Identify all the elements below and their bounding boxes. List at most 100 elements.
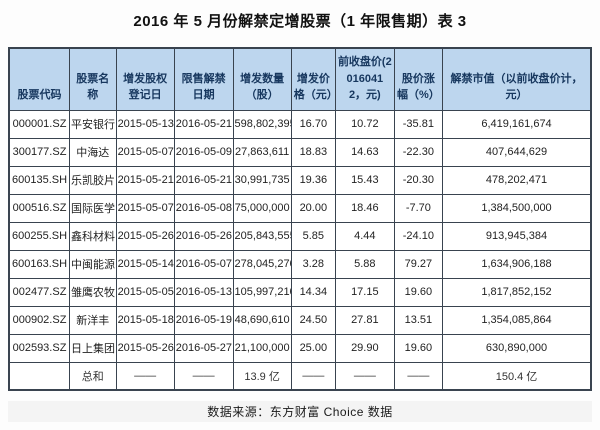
cell: 1,634,906,188: [442, 249, 592, 279]
cell: 国际医学: [69, 193, 117, 223]
table-row: 300177.SZ 中海达 2015-05-07 2016-05-09 27,863,6…: [8, 137, 592, 167]
cell: 雏鹰农牧: [69, 277, 117, 307]
cell: ——: [334, 361, 395, 391]
cell: 2016-05-09: [173, 137, 234, 167]
cell: 13.51: [393, 305, 444, 335]
cell: 105,997,210: [232, 277, 292, 307]
cell: -20.30: [393, 165, 444, 195]
cell: ——: [290, 361, 336, 391]
cell: 2016-05-21: [173, 165, 234, 195]
cell: 2016-05-08: [173, 193, 234, 223]
cell: 5.88: [334, 249, 395, 279]
cell: 2015-05-21: [115, 165, 175, 195]
cell: 2016-05-21: [173, 109, 234, 139]
cell: 2015-05-07: [115, 193, 175, 223]
cell: 15.43: [334, 165, 395, 195]
cell: 25.00: [290, 333, 336, 363]
cell: 总和: [69, 361, 117, 391]
cell: 27.81: [334, 305, 395, 335]
cell: 18.46: [334, 193, 395, 223]
table-row: 000902.SZ 新洋丰 2015-05-18 2016-05-19 48,690,6…: [8, 305, 592, 335]
table-row: 002593.SZ 日上集团 2015-05-26 2016-05-27 21,100,…: [8, 333, 592, 363]
cell: ——: [393, 361, 444, 391]
cell: ——: [115, 361, 175, 391]
cell: 2016-05-27: [173, 333, 234, 363]
cell: 平安银行: [69, 109, 117, 139]
cell: 000902.SZ: [8, 305, 71, 335]
table-row: 000516.SZ 国际医学 2015-05-07 2016-05-08 75,000,…: [8, 193, 592, 223]
cell: 中闽能源: [69, 249, 117, 279]
cell: 14.63: [334, 137, 395, 167]
cell: 75,000,000: [232, 193, 292, 223]
cell: 2015-05-18: [115, 305, 175, 335]
data-source-caption: 数据来源：东方财富 Choice 数据: [8, 401, 592, 422]
cell: 000001.SZ: [8, 109, 71, 139]
cell: 2015-05-05: [115, 277, 175, 307]
cell: 600255.SH: [8, 221, 71, 251]
column-header: 股票代码: [8, 47, 71, 111]
cell: [8, 361, 71, 391]
cell: 1,354,085,864: [442, 305, 592, 335]
cell: 478,202,471: [442, 165, 592, 195]
cell: 30,991,735: [232, 165, 292, 195]
cell: 乐凯胶片: [69, 165, 117, 195]
cell: 鑫科材料: [69, 221, 117, 251]
cell: 2015-05-07: [115, 137, 175, 167]
cell: 19.36: [290, 165, 336, 195]
cell: 002593.SZ: [8, 333, 71, 363]
cell: 2015-05-26: [115, 221, 175, 251]
cell: 002477.SZ: [8, 277, 71, 307]
cell: 150.4 亿: [442, 361, 592, 391]
cell: 19.60: [393, 277, 444, 307]
table-header: 股票代码 股票名称 增发股权登记日 限售解禁日期 增发数量（股） 增发价格（元） 前收盘价(…: [8, 47, 592, 111]
cell: 2016-05-19: [173, 305, 234, 335]
cell: 913,945,384: [442, 221, 592, 251]
cell: 1,817,852,152: [442, 277, 592, 307]
cell: 4.44: [334, 221, 395, 251]
cell: 2016-05-07: [173, 249, 234, 279]
cell: 14.34: [290, 277, 336, 307]
cell: -24.10: [393, 221, 444, 251]
column-header: 解禁市值（以前收盘价计，元）: [442, 47, 592, 111]
cell: 日上集团: [69, 333, 117, 363]
table-row: 002477.SZ 雏鹰农牧 2015-05-05 2016-05-13 105,997…: [8, 277, 592, 307]
cell: 21,100,000: [232, 333, 292, 363]
cell: 3.28: [290, 249, 336, 279]
cell: 2016-05-26: [173, 221, 234, 251]
cell: 中海达: [69, 137, 117, 167]
column-header: 增发股权登记日: [115, 47, 175, 111]
cell: 2015-05-14: [115, 249, 175, 279]
cell: 2015-05-13: [115, 109, 175, 139]
cell: ——: [173, 361, 234, 391]
cell: 278,045,270: [232, 249, 292, 279]
cell: 2015-05-26: [115, 333, 175, 363]
table-row: 600255.SH 鑫科材料 2015-05-26 2016-05-26 205,843…: [8, 221, 592, 251]
cell: 17.15: [334, 277, 395, 307]
cell: 新洋丰: [69, 305, 117, 335]
column-header: 股价涨幅（%）: [393, 47, 444, 111]
cell: 29.90: [334, 333, 395, 363]
cell: 000516.SZ: [8, 193, 71, 223]
cell: 10.72: [334, 109, 395, 139]
table-row: 600163.SH 中闽能源 2015-05-14 2016-05-07 278,045…: [8, 249, 592, 279]
cell: 24.50: [290, 305, 336, 335]
column-header: 增发数量（股）: [232, 47, 292, 111]
cell: 5.85: [290, 221, 336, 251]
cell: 598,802,395: [232, 109, 292, 139]
cell: 407,644,629: [442, 137, 592, 167]
cell: 300177.SZ: [8, 137, 71, 167]
cell: 205,843,555: [232, 221, 292, 251]
cell: 600135.SH: [8, 165, 71, 195]
cell: 27,863,611: [232, 137, 292, 167]
total-row: 总和 —— —— 13.9 亿 —— —— —— 150.4 亿: [8, 361, 592, 391]
cell: 18.83: [290, 137, 336, 167]
cell: 79.27: [393, 249, 444, 279]
table-body: 000001.SZ 平安银行 2015-05-13 2016-05-21 598,802…: [8, 109, 592, 391]
page-title: 2016 年 5 月份解禁定增股票（1 年限售期）表 3: [133, 13, 467, 30]
cell: 48,690,610: [232, 305, 292, 335]
cell: 1,384,500,000: [442, 193, 592, 223]
stock-table: 股票代码 股票名称 增发股权登记日 限售解禁日期 增发数量（股） 增发价格（元） 前收盘价(…: [8, 47, 592, 391]
column-header: 增发价格（元）: [290, 47, 336, 111]
cell: 16.70: [290, 109, 336, 139]
